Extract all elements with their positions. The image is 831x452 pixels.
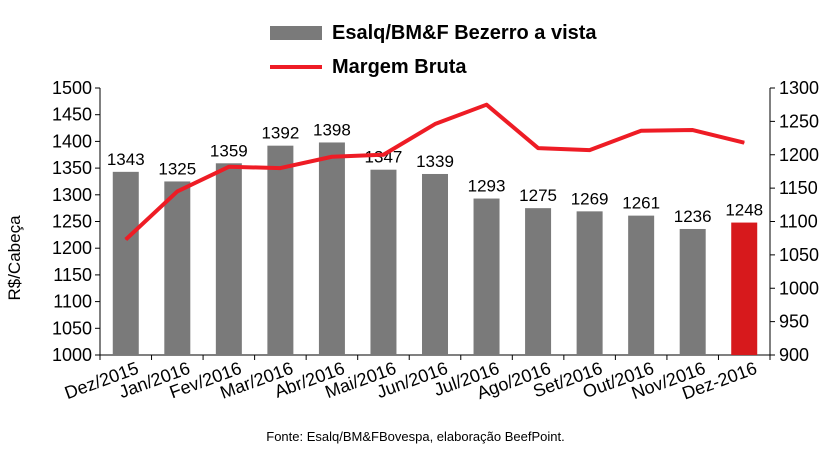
y-tick-label: 1050	[52, 318, 92, 338]
bar	[731, 222, 758, 355]
bar-data-label: 1359	[210, 141, 248, 160]
bar-data-label: 1392	[261, 124, 299, 143]
bar-data-label: 1347	[365, 148, 403, 167]
bar	[112, 171, 139, 355]
line-point	[228, 166, 230, 168]
y-tick-label: 1350	[52, 158, 92, 178]
bar-data-labels: 1343 1325 1359 1392 1398 1347 1339 1293 1275 1269…	[107, 120, 763, 226]
bar	[267, 145, 294, 355]
line-series	[124, 102, 745, 241]
bar	[628, 215, 655, 355]
bar	[525, 208, 552, 355]
y-tick-label: 1300	[52, 185, 92, 205]
bar-data-label: 1339	[416, 152, 454, 171]
line-point	[692, 129, 694, 131]
y2-tick-label: 1150	[779, 178, 818, 198]
legend-label-line: Margem Bruta	[332, 55, 467, 78]
bar-series	[112, 142, 758, 355]
bar-data-label: 1325	[158, 159, 196, 178]
line-point	[279, 167, 281, 169]
line-point	[331, 156, 333, 158]
legend-item-line: Margem Bruta	[270, 50, 597, 84]
y-tick-label: 1500	[52, 78, 92, 98]
y2-tick-labels: 900 950 1000 1050 1100 1150 1200 1250 1300	[779, 78, 819, 365]
y-tick-labels: 1000 1050 1100 1150 1200 1250 1300 1350 1400 1450…	[52, 78, 92, 365]
y-tick-label: 1250	[52, 212, 92, 232]
line-point	[743, 142, 745, 144]
bar	[422, 173, 448, 355]
bar-data-label: 1293	[468, 177, 506, 196]
legend-label-bar: Esalq/BM&F Bezerro a vista	[332, 21, 597, 44]
bar	[215, 163, 242, 355]
line-point	[125, 239, 127, 241]
line-point	[382, 154, 384, 156]
line-point	[537, 147, 539, 149]
chart-legend: Esalq/BM&F Bezerro a vista Margem Bruta	[270, 16, 597, 84]
line-point	[176, 190, 178, 192]
y-axis-label: R$/Cabeça	[5, 215, 24, 301]
bar	[370, 169, 397, 355]
legend-swatch-line	[270, 65, 322, 69]
bar-data-label: 1343	[107, 150, 145, 169]
y-tick-label: 1000	[52, 345, 92, 365]
line-point	[589, 149, 591, 151]
y2-tick-label: 1000	[779, 278, 819, 298]
source-note: Fonte: Esalq/BM&FBovespa, elaboração Bee…	[266, 429, 565, 444]
y2-tick-label: 1100	[779, 212, 818, 232]
line-point	[640, 130, 642, 132]
legend-swatch-bar	[270, 26, 322, 40]
bar-data-label: 1248	[725, 201, 763, 220]
x-tick-labels: Dez/2015Jan/2016Fev/2016Mar/2016Abr/2016…	[62, 358, 760, 403]
bar	[679, 228, 706, 355]
y2-tick-label: 1250	[779, 111, 819, 131]
bar	[318, 142, 345, 355]
bar	[164, 181, 191, 355]
y2-tick-label: 950	[779, 312, 809, 332]
y2-tick-label: 1300	[779, 78, 819, 98]
y2-tick-label: 900	[779, 345, 809, 365]
line-point	[434, 123, 436, 125]
y-tick-label: 1150	[53, 265, 92, 285]
bar-data-label: 1398	[313, 120, 351, 139]
line-point	[486, 104, 488, 106]
bar-data-label: 1261	[622, 194, 660, 213]
y-tick-label: 1450	[52, 105, 92, 125]
y2-tick-label: 1050	[779, 245, 819, 265]
bar	[473, 198, 500, 355]
bar	[576, 211, 603, 355]
y2-tick-label: 1200	[779, 145, 819, 165]
bar-data-label: 1236	[674, 207, 712, 226]
bar-data-label: 1269	[571, 189, 609, 208]
y-tick-label: 1400	[52, 131, 92, 151]
bar-data-label: 1275	[519, 186, 557, 205]
legend-item-bar: Esalq/BM&F Bezerro a vista	[270, 16, 597, 50]
y-tick-label: 1100	[53, 292, 92, 312]
y-tick-label: 1200	[52, 238, 92, 258]
